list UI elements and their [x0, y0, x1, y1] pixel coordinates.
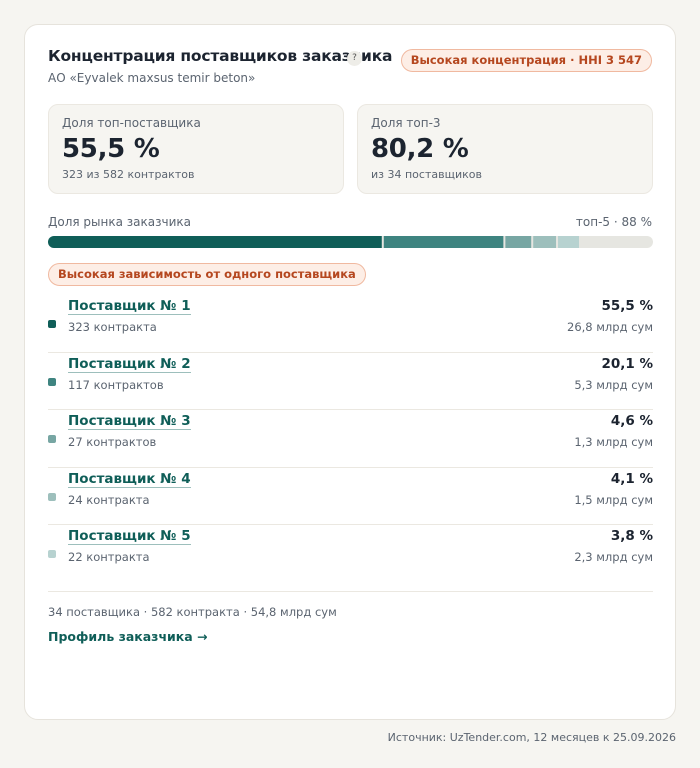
supplier-dot: [48, 435, 56, 443]
kpi-card: Доля топ-3 80,2 % из 34 поставщиков: [357, 104, 653, 194]
bar-summary: топ-5 · 88 %: [575, 215, 652, 229]
bar-segment: [533, 236, 557, 248]
supplier-share: 3,8 %: [610, 528, 653, 544]
supplier-share: 55,5 %: [601, 298, 653, 314]
supplier-amount: 5,3 млрд сум: [574, 377, 653, 392]
supplier-share: 4,6 %: [610, 413, 653, 429]
supplier-amount: 2,3 млрд сум: [574, 550, 653, 564]
supplier-row: Поставщик № 1 323 контракта 55,5 % 26,8 млр…: [48, 295, 653, 353]
kpi-value: 80,2 %: [371, 134, 469, 164]
kpi-note: из 34 поставщиков: [371, 168, 482, 181]
supplier-row: Поставщик № 4 24 контракта 4,1 % 1,5 млрд с…: [48, 468, 653, 525]
kpi-label: Доля топ-поставщика: [62, 116, 201, 130]
supplier-dot: [48, 377, 56, 386]
bar-label: Доля рынка заказчика: [48, 215, 191, 229]
supplier-amount: 1,5 млрд сум: [574, 492, 653, 507]
supplier-dot: [48, 550, 56, 558]
subtitle: АО «Eyvalek maxsus temir beton»: [48, 71, 256, 85]
supplier-contracts: 117 контрактов: [68, 377, 164, 392]
source: Источник: UzTender.com, 12 месяцев к 25.…: [387, 731, 676, 744]
kpi-label: Доля топ-3: [371, 116, 441, 130]
supplier-contracts: 27 контрактов: [68, 435, 157, 449]
supplier-contracts: 22 контракта: [68, 550, 150, 564]
supplier-row: Поставщик № 3 27 контрактов 4,6 % 1,3 млрд …: [48, 410, 653, 468]
warning-badge: Высокая зависимость от одного поставщика: [48, 263, 366, 286]
kpi-note: 323 из 582 контрактов: [62, 168, 195, 181]
divider: [48, 591, 653, 592]
bar-segment: [48, 236, 382, 248]
supplier-name[interactable]: Поставщик № 1: [68, 298, 191, 315]
supplier-share: 4,1 %: [610, 470, 653, 487]
supplier-row: Поставщик № 2 117 контрактов 20,1 % 5,3 млр…: [48, 353, 653, 410]
supplier-contracts: 24 контракта: [68, 492, 150, 507]
supplier-dot: [48, 492, 56, 501]
supplier-amount: 26,8 млрд сум: [567, 320, 653, 334]
share-bar: [48, 236, 653, 248]
supplier-name[interactable]: Поставщик № 3: [68, 413, 191, 430]
supplier-dot: [48, 320, 56, 328]
help-icon[interactable]: ?: [347, 51, 362, 66]
concentration-badge: Высокая концентрация · HHI 3 547: [400, 49, 652, 72]
profile-link[interactable]: Профиль заказчика →: [48, 629, 208, 644]
supplier-amount: 1,3 млрд сум: [574, 435, 653, 449]
footer-stats: 34 поставщика · 582 контракта · 54,8 млр…: [48, 605, 337, 619]
supplier-row: Поставщик № 5 22 контракта 3,8 % 2,3 млрд с…: [48, 525, 653, 583]
kpi-value: 55,5 %: [62, 134, 160, 164]
concentration-card: Концентрация поставщиков заказчика ? АО …: [24, 24, 676, 720]
supplier-name[interactable]: Поставщик № 2: [68, 355, 191, 373]
bar-segment: [505, 236, 532, 248]
supplier-contracts: 323 контракта: [68, 320, 157, 334]
supplier-share: 20,1 %: [601, 355, 653, 372]
title: Концентрация поставщиков заказчика: [48, 47, 393, 65]
supplier-name[interactable]: Поставщик № 5: [68, 528, 191, 545]
supplier-name[interactable]: Поставщик № 4: [68, 470, 191, 488]
kpi-card: Доля топ-поставщика 55,5 % 323 из 582 ко…: [48, 104, 344, 194]
bar-segment: [383, 236, 504, 248]
bar-segment: [558, 236, 580, 248]
